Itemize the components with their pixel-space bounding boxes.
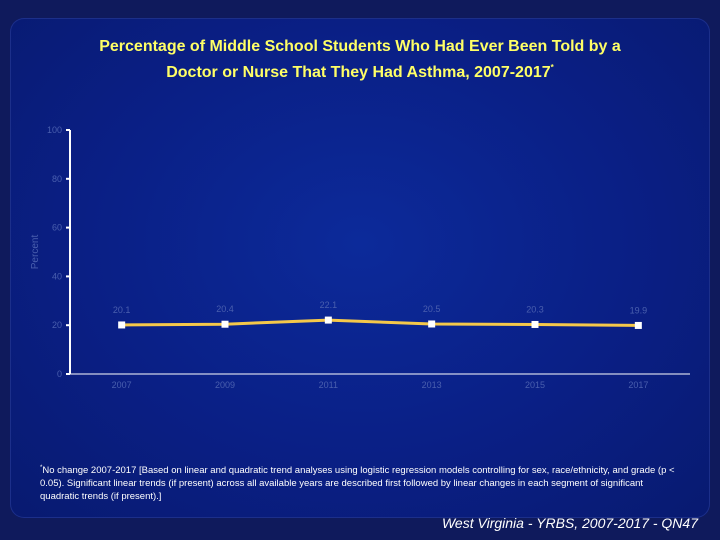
y-axis-label: Percent — [30, 235, 41, 270]
data-label: 19.9 — [630, 305, 648, 315]
data-label: 20.5 — [423, 304, 441, 314]
data-label: 20.3 — [526, 304, 544, 314]
data-label: 22.1 — [320, 300, 338, 310]
source-label: West Virginia - YRBS, 2007-2017 - QN47 — [441, 515, 698, 531]
data-point-marker — [634, 321, 642, 329]
data-point-marker — [324, 316, 332, 324]
y-tick-label: 100 — [47, 125, 62, 135]
y-tick-label: 0 — [57, 369, 62, 379]
data-point-marker — [118, 321, 126, 329]
footnote: *No change 2007-2017 [Based on linear an… — [40, 462, 680, 503]
chart-title-marker: * — [550, 63, 554, 72]
data-label: 20.4 — [216, 304, 234, 314]
y-tick-label: 80 — [52, 174, 62, 184]
chart-title: Percentage of Middle School Students Who… — [40, 36, 680, 83]
y-tick-label: 40 — [52, 271, 62, 281]
x-tick-label: 2015 — [525, 380, 545, 390]
data-point-marker — [428, 320, 436, 328]
x-tick-label: 2013 — [422, 380, 442, 390]
series-line — [121, 318, 639, 327]
chart-title-line2: Doctor or Nurse That They Had Asthma, 20… — [166, 64, 551, 81]
x-tick-label: 2017 — [628, 380, 648, 390]
data-point-marker — [531, 320, 539, 328]
footnote-marker: * — [40, 465, 43, 471]
footnote-text: No change 2007-2017 [Based on linear and… — [40, 465, 675, 502]
y-tick-label: 20 — [52, 320, 62, 330]
x-tick-label: 2009 — [215, 380, 235, 390]
chart-title-line1: Percentage of Middle School Students Who… — [99, 38, 621, 55]
x-tick-label: 2011 — [319, 380, 338, 390]
y-tick-label: 60 — [52, 223, 62, 233]
x-tick-label: 2007 — [112, 380, 132, 390]
slide-frame — [10, 18, 710, 518]
data-label: 20.1 — [113, 305, 131, 315]
data-point-marker — [221, 320, 229, 328]
